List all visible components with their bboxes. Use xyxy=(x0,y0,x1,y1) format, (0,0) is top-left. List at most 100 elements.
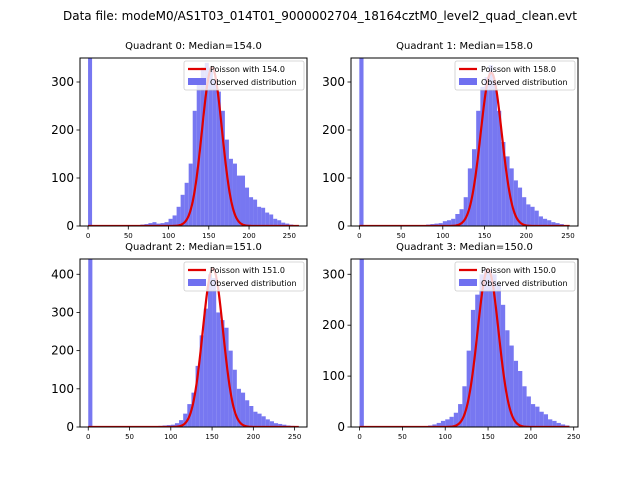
quadrant-0-histogram-bar xyxy=(208,67,213,226)
quadrant-1-title: Quadrant 1: Median=158.0 xyxy=(396,41,533,52)
quadrant-2-ytick-label: 200 xyxy=(51,344,74,358)
quadrant-1-histogram-bar xyxy=(555,223,560,226)
quadrant-0-histogram-bar xyxy=(232,163,237,226)
quadrant-0-xtick-label: 100 xyxy=(162,232,175,240)
quadrant-2-histogram-bar xyxy=(203,308,208,427)
quadrant-1-legend-box xyxy=(454,60,576,91)
quadrant-2-legend-hist-swatch xyxy=(188,279,206,286)
quadrant-3-axes-frame xyxy=(350,258,579,428)
quadrant-3-ytick-label: 300 xyxy=(322,267,345,281)
quadrant-3-xtick-label: 150 xyxy=(481,433,494,441)
quadrant-0-legend-hist-swatch xyxy=(188,78,206,85)
quadrant-1-histogram-bar xyxy=(522,197,527,226)
quadrant-2-histogram-bar xyxy=(212,278,217,427)
quadrant-1-histogram-bar xyxy=(509,168,514,226)
quadrant-0-histogram-bar xyxy=(245,187,250,226)
quadrant-1-histogram-bar xyxy=(442,221,447,226)
quadrant-3-histogram-bar xyxy=(548,419,553,427)
quadrant-0-histogram-bar xyxy=(236,175,241,226)
quadrant-0-chart: Quadrant 0: Median=154.0 0 50 100 150 200 250 0… xyxy=(51,41,308,240)
quadrant-3-histogram-bar xyxy=(483,269,489,427)
quadrant-1-ytick-label: 200 xyxy=(322,123,345,137)
quadrant-2-xtick-label: 100 xyxy=(164,433,177,441)
quadrant-0-histogram-bar xyxy=(192,110,197,226)
quadrant-0-histogram-bar xyxy=(156,223,161,226)
quadrant-0-xtick-label: 150 xyxy=(202,232,215,240)
quadrant-3-histogram-bar xyxy=(359,259,364,427)
figure-suptitle: Data file: modeM0/AS1T03_014T01_90000027… xyxy=(63,9,577,23)
quadrant-1-histogram-bar xyxy=(459,209,464,226)
quadrant-2-xtick-label: 150 xyxy=(205,433,218,441)
quadrant-3-histogram-bar xyxy=(560,424,566,427)
quadrant-0-ytick-label: 300 xyxy=(51,75,74,89)
quadrant-2-histogram-bar xyxy=(240,392,246,427)
quadrant-2-histogram-bar xyxy=(199,335,204,427)
quadrant-0-histogram-bar xyxy=(228,158,233,226)
quadrant-3-histogram-bar xyxy=(436,422,441,427)
quadrant-2-legend-curve-label: Poisson with 151.0 xyxy=(210,266,285,275)
quadrant-2-legend: Poisson with 151.0 Observed distribution xyxy=(183,261,305,292)
quadrant-2-histogram-bar xyxy=(236,388,241,427)
quadrant-3-histogram-bar xyxy=(539,411,544,427)
quadrant-1-chart: Quadrant 1: Median=158.0 0 50 100 150 200 250 0… xyxy=(322,41,579,240)
quadrant-0-histogram-bar xyxy=(160,223,165,226)
quadrant-1-histogram-bar xyxy=(501,142,506,226)
quadrant-1-plot-area xyxy=(359,58,570,226)
quadrant-1-histogram-bar xyxy=(438,223,443,226)
quadrant-2-histogram-bar xyxy=(257,413,262,427)
quadrant-1-histogram-bar xyxy=(467,168,473,226)
quadrant-2-histogram-bar xyxy=(191,392,196,427)
quadrant-0-histogram-bar xyxy=(261,207,266,226)
quadrant-1-legend-curve-label: Poisson with 158.0 xyxy=(481,65,556,74)
quadrant-1-histogram-bar xyxy=(451,218,456,226)
quadrant-3-ytick-label: 0 xyxy=(337,420,345,434)
quadrant-1-ytick-label: 0 xyxy=(337,219,345,233)
quadrant-0-histogram-bar xyxy=(168,218,173,226)
quadrant-1-histogram-bar xyxy=(526,204,531,226)
quadrant-3-chart: Quadrant 3: Median=150.0 0 50 100 150 200 250 0… xyxy=(322,242,580,441)
quadrant-1-ytick-label: 300 xyxy=(322,75,345,89)
quadrant-3-histogram-bar xyxy=(522,386,527,427)
quadrant-3-histogram-bar xyxy=(509,345,514,427)
quadrant-3-histogram-bar xyxy=(492,274,497,427)
quadrant-0-poisson-curve xyxy=(88,66,299,226)
quadrant-1-histogram-bar xyxy=(497,110,502,226)
quadrant-2-histogram-bar xyxy=(249,406,254,427)
quadrant-2-histogram-bar xyxy=(88,259,93,427)
quadrant-3-xtick-label: 100 xyxy=(439,433,452,441)
quadrant-0-histogram-bar xyxy=(176,206,181,226)
quadrant-3-ytick-label: 200 xyxy=(322,318,345,332)
quadrant-1-histogram-bar xyxy=(547,220,552,226)
quadrant-3-histogram-bar xyxy=(440,420,446,427)
quadrant-1-histogram-bar xyxy=(484,77,489,226)
quadrant-3-histogram-bar xyxy=(526,396,531,427)
quadrant-1-histogram-bar xyxy=(551,222,556,226)
quadrant-3-histogram-bar xyxy=(445,419,450,427)
quadrant-2-ytick-label: 100 xyxy=(51,382,74,396)
quadrant-3-histogram-bar xyxy=(458,404,463,427)
quadrant-2-legend-box xyxy=(183,261,305,292)
quadrant-0-histogram-bar xyxy=(200,67,205,226)
quadrant-2-histogram-bar xyxy=(253,411,258,427)
quadrant-1-histogram-bar xyxy=(538,216,543,226)
quadrant-0-xtick-label: 200 xyxy=(242,232,255,240)
quadrant-3-title: Quadrant 3: Median=150.0 xyxy=(396,242,533,253)
quadrant-0-xtick-label: 50 xyxy=(124,232,133,240)
quadrant-0-histogram-bar xyxy=(148,223,153,226)
quadrant-3-histogram-bar xyxy=(453,412,459,427)
quadrant-2-histogram-bar xyxy=(207,274,213,427)
quadrant-3-xtick-label: 250 xyxy=(567,433,580,441)
quadrant-3-histogram-bar xyxy=(475,294,480,427)
quadrant-0-histogram-bar xyxy=(184,182,189,226)
quadrant-3-histogram-bar xyxy=(505,330,510,427)
quadrant-0-title: Quadrant 0: Median=154.0 xyxy=(125,41,262,52)
quadrant-2-title: Quadrant 2: Median=151.0 xyxy=(125,242,262,253)
quadrant-3-histogram-bar xyxy=(488,269,493,427)
quadrant-2-legend-hist-label: Observed distribution xyxy=(210,279,297,288)
quadrant-0-histogram-bar xyxy=(257,206,262,226)
quadrant-0-histogram-bar xyxy=(220,110,225,226)
quadrant-2-histogram-bar xyxy=(269,421,274,427)
quadrant-0-histogram-bar xyxy=(249,197,254,226)
quadrant-2-histogram-bar xyxy=(273,423,279,427)
